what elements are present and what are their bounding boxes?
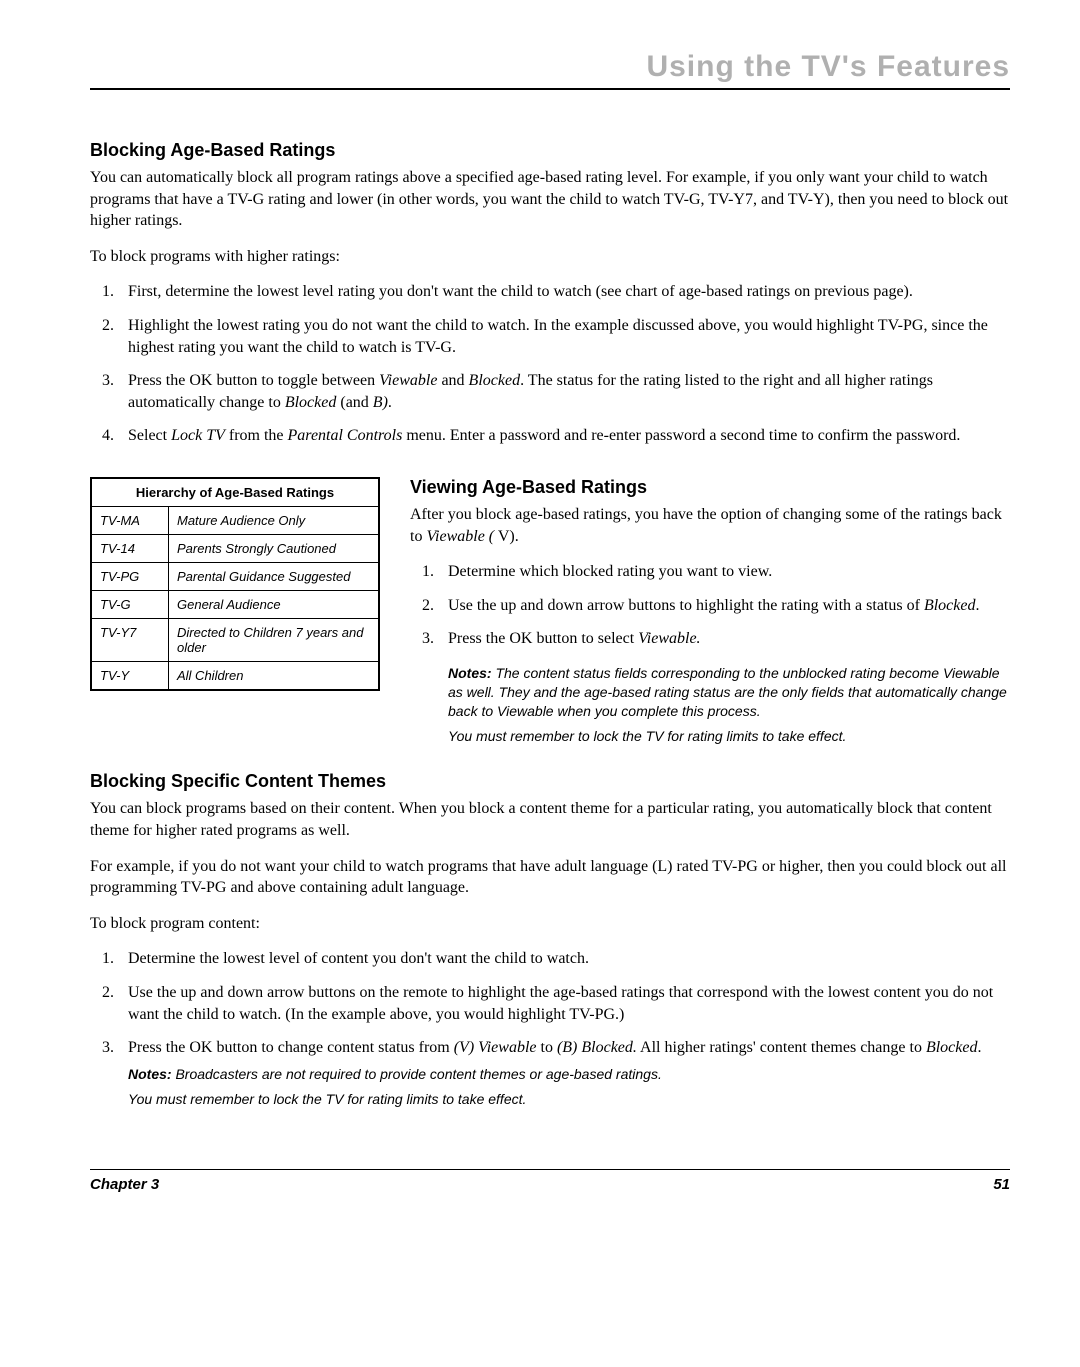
table-cell: TV-PG (91, 562, 169, 590)
body-text: You can automatically block all program … (90, 167, 1010, 232)
table-row: TV-YAll Children (91, 661, 379, 690)
table-cell: Parents Strongly Cautioned (169, 534, 380, 562)
table-row: TV-Y7Directed to Children 7 years and ol… (91, 618, 379, 661)
table-cell: Mature Audience Only (169, 506, 380, 534)
text: All higher ratings' content themes chang… (637, 1039, 926, 1056)
table-cell: Parental Guidance Suggested (169, 562, 380, 590)
text: . (388, 394, 392, 411)
list-item: First, determine the lowest level rating… (118, 281, 1010, 303)
emphasis: Blocked (469, 372, 521, 389)
list-item: Use the up and down arrow buttons to hig… (438, 595, 1010, 617)
list-item: Determine which blocked rating you want … (438, 561, 1010, 583)
table-header: Hierarchy of Age-Based Ratings (91, 478, 379, 507)
section-heading-themes: Blocking Specific Content Themes (90, 771, 1010, 792)
page-footer: Chapter 3 51 (90, 1169, 1010, 1193)
footer-page-number: 51 (993, 1176, 1010, 1193)
text: to (537, 1039, 557, 1056)
ratings-table: Hierarchy of Age-Based Ratings TV-MAMatu… (90, 477, 380, 691)
table-cell: Directed to Children 7 years and older (169, 618, 380, 661)
emphasis: Viewable (379, 372, 437, 389)
table-cell: TV-Y7 (91, 618, 169, 661)
emphasis: Blocked (285, 394, 337, 411)
two-column-row: Hierarchy of Age-Based Ratings TV-MAMatu… (90, 477, 1010, 752)
table-cell: TV-MA (91, 506, 169, 534)
text: and (437, 372, 468, 389)
note-block: Notes: Broadcasters are not required to … (128, 1065, 1010, 1084)
table-column: Hierarchy of Age-Based Ratings TV-MAMatu… (90, 477, 380, 752)
list-item: Select Lock TV from the Parental Control… (118, 425, 1010, 447)
note-block: You must remember to lock the TV for rat… (128, 1090, 1010, 1109)
table-cell: TV-Y (91, 661, 169, 690)
page-header: Using the TV's Features (90, 50, 1010, 90)
body-text: After you block age-based ratings, you h… (410, 504, 1010, 547)
emphasis: Blocked (924, 597, 976, 614)
table-cell: TV-14 (91, 534, 169, 562)
page: Using the TV's Features Blocking Age-Bas… (0, 0, 1080, 1233)
list-item: Press the OK button to toggle between Vi… (118, 370, 1010, 413)
text: . (975, 597, 979, 614)
table-row: TV-GGeneral Audience (91, 590, 379, 618)
emphasis: Viewable ( (426, 528, 494, 545)
list-item: Use the up and down arrow buttons on the… (118, 982, 1010, 1025)
text: Press the OK button to select (448, 630, 638, 647)
note-text: Broadcasters are not required to provide… (172, 1066, 662, 1082)
table-row: TV-MAMature Audience Only (91, 506, 379, 534)
table-cell: All Children (169, 661, 380, 690)
header-title: Using the TV's Features (646, 50, 1010, 83)
emphasis: B) (373, 394, 388, 411)
body-text: To block programs with higher ratings: (90, 246, 1010, 268)
emphasis: Blocked (926, 1039, 978, 1056)
text: menu. Enter a password and re-enter pass… (402, 427, 960, 444)
text: V). (494, 528, 519, 545)
text: from the (225, 427, 288, 444)
table-row: TV-14Parents Strongly Cautioned (91, 534, 379, 562)
emphasis: Parental Controls (288, 427, 403, 444)
footer-chapter: Chapter 3 (90, 1176, 159, 1193)
emphasis: Viewable. (638, 630, 700, 647)
table-cell: TV-G (91, 590, 169, 618)
table-cell: General Audience (169, 590, 380, 618)
text: Select (128, 427, 171, 444)
note-block: Notes: The content status fields corresp… (448, 664, 1010, 721)
note-label: Notes: (128, 1066, 172, 1082)
emphasis: Lock TV (171, 427, 225, 444)
body-text: You can block programs based on their co… (90, 798, 1010, 841)
body-text: To block program content: (90, 913, 1010, 935)
text: Use the up and down arrow buttons to hig… (448, 597, 924, 614)
text: (and (336, 394, 372, 411)
text: Press the OK button to change content st… (128, 1039, 454, 1056)
note-block: You must remember to lock the TV for rat… (448, 727, 1010, 746)
list-item: Determine the lowest level of content yo… (118, 948, 1010, 970)
note-label: Notes: (448, 665, 492, 681)
table-row: TV-PGParental Guidance Suggested (91, 562, 379, 590)
note-text: The content status fields corresponding … (448, 665, 1007, 719)
list-item: Press the OK button to select Viewable. (438, 628, 1010, 650)
section-heading-viewing: Viewing Age-Based Ratings (410, 477, 1010, 498)
ordered-list: First, determine the lowest level rating… (90, 281, 1010, 447)
ordered-list: Determine the lowest level of content yo… (90, 948, 1010, 1108)
text: . (977, 1039, 981, 1056)
list-item: Press the OK button to change content st… (118, 1037, 1010, 1108)
emphasis: (V) Viewable (454, 1039, 537, 1056)
body-text: For example, if you do not want your chi… (90, 856, 1010, 899)
list-item: Highlight the lowest rating you do not w… (118, 315, 1010, 358)
section-heading-blocking: Blocking Age-Based Ratings (90, 140, 1010, 161)
text-column: Viewing Age-Based Ratings After you bloc… (410, 477, 1010, 752)
table-row: Hierarchy of Age-Based Ratings (91, 478, 379, 507)
emphasis: (B) Blocked. (557, 1039, 637, 1056)
ordered-list: Determine which blocked rating you want … (410, 561, 1010, 650)
text: Press the OK button to toggle between (128, 372, 379, 389)
